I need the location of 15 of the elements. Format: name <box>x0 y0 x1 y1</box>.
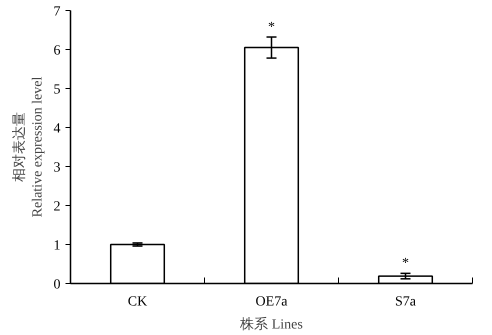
x-tick-label: OE7a <box>256 294 288 310</box>
annotation: * <box>402 256 409 272</box>
x-tick-label: S7a <box>395 294 417 310</box>
y-tick-label: 5 <box>54 82 60 98</box>
y-tick-label: 4 <box>54 122 60 136</box>
y-tick-label: 1 <box>54 238 60 254</box>
annotation: * <box>268 20 275 35</box>
y-axis-title: 相对表达量 Relative expression level <box>12 76 46 218</box>
y-tick-label: 2 <box>54 200 60 214</box>
x-tick-label: CK <box>128 294 148 310</box>
y-tick-label: 0 <box>54 278 60 292</box>
y-tick-label: 7 <box>54 4 60 20</box>
x-axis-title: 株系 Lines <box>239 316 303 332</box>
y-tick-label: 6 <box>54 44 60 58</box>
y-tick-label: 3 <box>54 160 60 176</box>
